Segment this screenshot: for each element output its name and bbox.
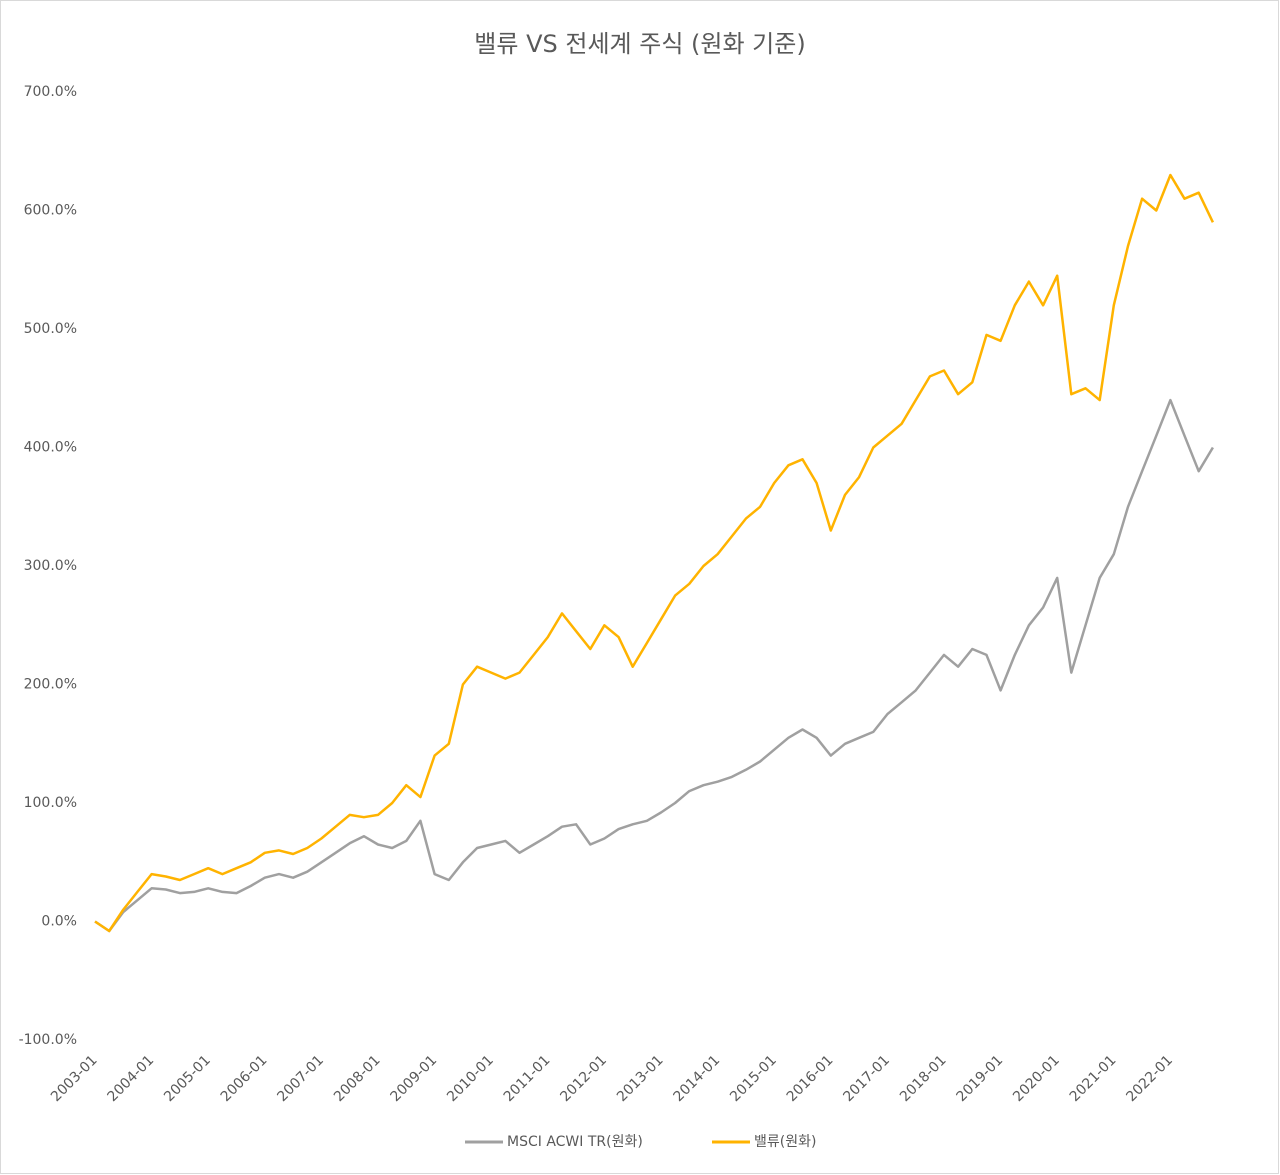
chart-title: 밸류 VS 전세계 주식 (원화 기준)	[474, 30, 805, 58]
y-tick-label: 700.0%	[24, 84, 77, 100]
legend-label: 밸류(원화)	[754, 1134, 816, 1150]
y-tick-label: 200.0%	[24, 677, 77, 693]
y-tick-label: 300.0%	[24, 558, 77, 574]
series-line	[94, 173, 1215, 933]
y-tick-label: 400.0%	[24, 440, 77, 456]
series-line	[94, 398, 1214, 933]
y-tick-label: 100.0%	[24, 795, 77, 811]
y-tick-label: 0.0%	[41, 914, 77, 930]
y-tick-label: 600.0%	[24, 203, 77, 219]
y-tick-label: -100.0%	[19, 1032, 77, 1048]
y-tick-label: 500.0%	[24, 321, 77, 337]
legend-label: MSCI ACWI TR(원화)	[507, 1134, 643, 1150]
